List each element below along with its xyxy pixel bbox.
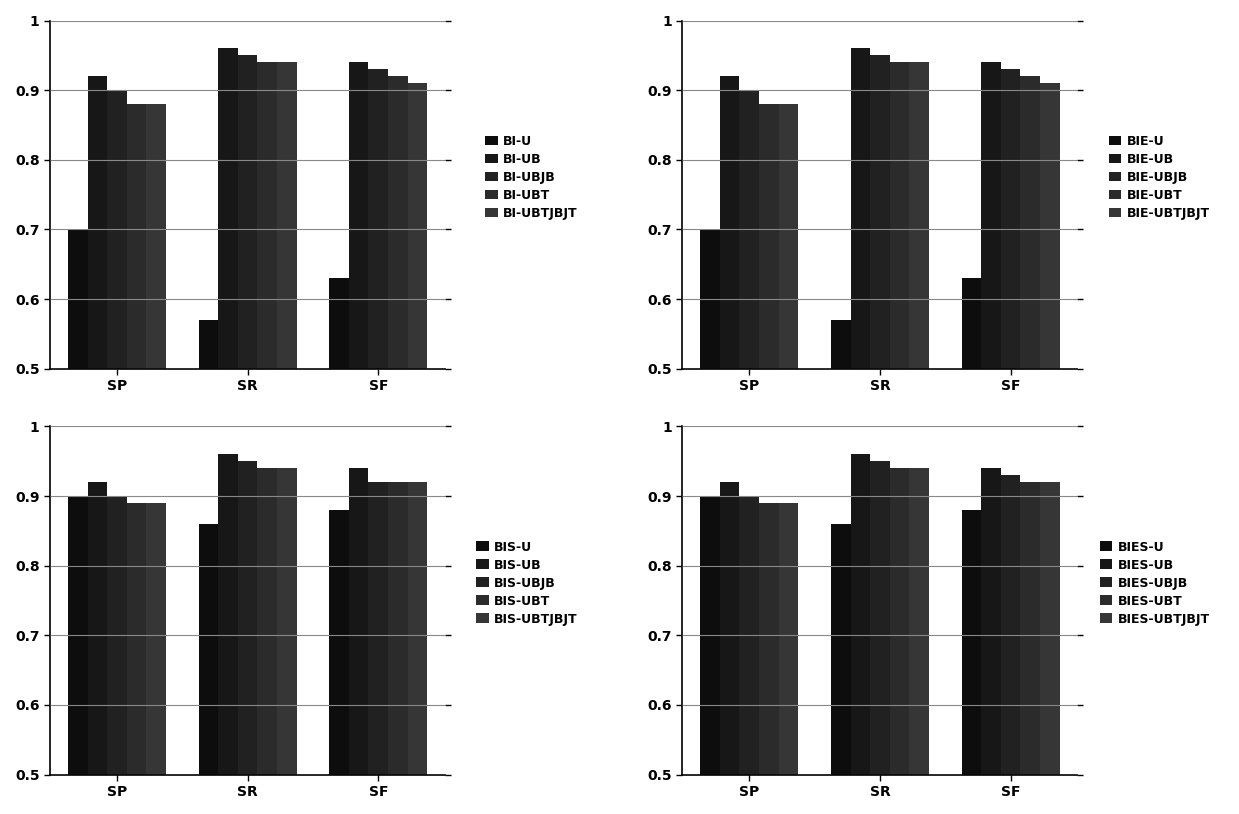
Bar [88, 482, 108, 814]
Bar [831, 524, 850, 814]
Bar [700, 496, 720, 814]
Bar [1040, 83, 1059, 717]
Bar [368, 69, 388, 717]
Bar [68, 496, 88, 814]
Bar [388, 482, 408, 814]
Bar [961, 278, 981, 717]
Bar [961, 510, 981, 814]
Bar [349, 468, 368, 814]
Bar [126, 503, 146, 814]
Bar [778, 503, 798, 814]
Bar [909, 63, 929, 717]
Bar [1021, 77, 1040, 717]
Bar [870, 462, 890, 814]
Bar [1021, 482, 1040, 814]
Bar [720, 482, 740, 814]
Legend: BIES-U, BIES-UB, BIES-UBJB, BIES-UBT, BIES-UBTJBJT: BIES-U, BIES-UB, BIES-UBJB, BIES-UBT, BI… [1100, 540, 1209, 626]
Legend: BIE-U, BIE-UB, BIE-UBJB, BIE-UBT, BIE-UBTJBJT: BIE-U, BIE-UB, BIE-UBJB, BIE-UBT, BIE-UB… [1109, 134, 1209, 220]
Bar [1001, 475, 1021, 814]
Bar [238, 55, 258, 717]
Bar [146, 503, 166, 814]
Bar [909, 468, 929, 814]
Bar [258, 468, 278, 814]
Bar [126, 104, 146, 717]
Bar [890, 468, 909, 814]
Bar [408, 482, 427, 814]
Bar [88, 77, 108, 717]
Bar [108, 90, 126, 717]
Bar [981, 63, 1001, 717]
Bar [870, 55, 890, 717]
Bar [218, 454, 238, 814]
Bar [368, 482, 388, 814]
Bar [146, 104, 166, 717]
Bar [1001, 69, 1021, 717]
Bar [408, 83, 427, 717]
Bar [278, 63, 296, 717]
Bar [388, 77, 408, 717]
Bar [330, 278, 349, 717]
Bar [778, 104, 798, 717]
Bar [981, 468, 1001, 814]
Bar [258, 63, 278, 717]
Bar [238, 462, 258, 814]
Bar [218, 48, 238, 717]
Bar [890, 63, 909, 717]
Bar [198, 524, 218, 814]
Bar [1040, 482, 1059, 814]
Bar [330, 510, 349, 814]
Bar [850, 48, 870, 717]
Bar [760, 503, 778, 814]
Legend: BI-U, BI-UB, BI-UBJB, BI-UBT, BI-UBTJBJT: BI-U, BI-UB, BI-UBJB, BI-UBT, BI-UBTJBJT [486, 134, 577, 220]
Bar [108, 496, 126, 814]
Bar [700, 230, 720, 717]
Bar [850, 454, 870, 814]
Bar [349, 63, 368, 717]
Bar [278, 468, 296, 814]
Bar [740, 496, 760, 814]
Bar [831, 320, 850, 717]
Bar [198, 320, 218, 717]
Bar [760, 104, 778, 717]
Bar [68, 230, 88, 717]
Legend: BIS-U, BIS-UB, BIS-UBJB, BIS-UBT, BIS-UBTJBJT: BIS-U, BIS-UB, BIS-UBJB, BIS-UBT, BIS-UB… [476, 540, 577, 626]
Bar [740, 90, 760, 717]
Bar [720, 77, 740, 717]
